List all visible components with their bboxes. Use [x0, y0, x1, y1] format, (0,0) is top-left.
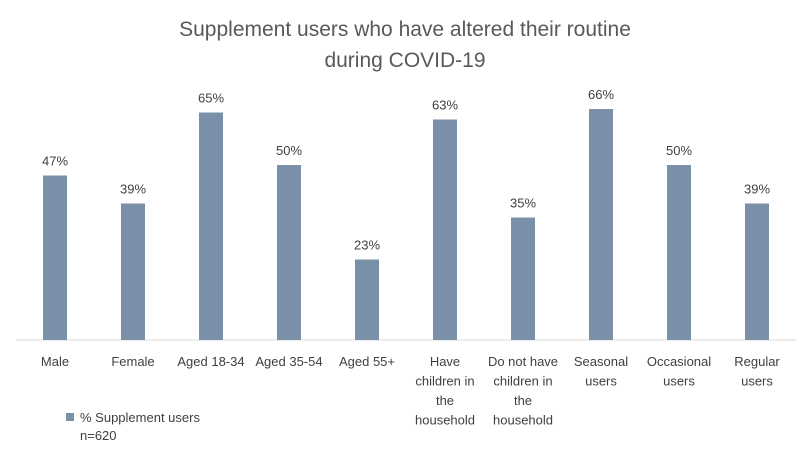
data-label: 39% — [120, 182, 146, 197]
data-label: 50% — [666, 143, 692, 158]
bars — [43, 109, 769, 340]
category-label-line: users — [585, 374, 617, 389]
category-label: Regular users — [734, 354, 780, 389]
category-label-line: Occasional — [647, 354, 711, 369]
bar — [121, 203, 145, 340]
bar — [511, 217, 535, 340]
bar — [589, 109, 613, 340]
category-label-line: Seasonal — [574, 354, 628, 369]
category-label: Occasional users — [647, 354, 711, 389]
legend-swatch — [66, 413, 74, 421]
bar — [355, 259, 379, 340]
category-label-line: Regular — [734, 354, 780, 369]
category-label-line: Do not have — [488, 354, 558, 369]
category-label-line: Have — [430, 354, 460, 369]
data-label: 50% — [276, 143, 302, 158]
category-label-line: Aged 35-54 — [255, 354, 322, 369]
bar — [199, 112, 223, 340]
category-label: Aged 35-54 — [255, 354, 322, 369]
data-label: 35% — [510, 196, 536, 211]
category-label-line: children in — [493, 374, 552, 389]
bar — [277, 165, 301, 340]
category-label-line: household — [415, 413, 475, 428]
category-label-line: children in — [415, 374, 474, 389]
legend-label: % Supplement users n=620 — [80, 410, 200, 443]
bar — [745, 203, 769, 340]
chart-title: Supplement users who have altered their … — [0, 14, 810, 76]
data-label: 66% — [588, 87, 614, 102]
category-label: Seasonal users — [574, 354, 628, 389]
data-label: 65% — [198, 91, 224, 106]
data-label: 39% — [744, 182, 770, 197]
category-label: Male — [41, 354, 69, 369]
category-label-line: the — [514, 393, 532, 408]
category-label-line: users — [741, 374, 773, 389]
bar — [433, 119, 457, 340]
category-label: Female — [111, 354, 154, 369]
category-labels: Male Female Aged 18-34 Aged 35-54 Aged 55+ Ha… — [41, 354, 781, 428]
category-label-line: Male — [41, 354, 69, 369]
category-label-line: Aged 55+ — [339, 354, 395, 369]
category-label: Do not have children in the household — [488, 354, 558, 428]
chart-title-line-1: Supplement users who have altered their … — [179, 18, 631, 41]
category-label: Aged 18-34 — [177, 354, 244, 369]
category-label-line: Aged 18-34 — [177, 354, 244, 369]
category-label-line: the — [436, 393, 454, 408]
bar — [667, 165, 691, 340]
chart-title-line-2: during COVID-19 — [324, 49, 486, 72]
data-label: 47% — [42, 154, 68, 169]
category-label-line: Female — [111, 354, 154, 369]
data-label: 23% — [354, 238, 380, 253]
category-label: Have children in the household — [415, 354, 475, 428]
category-label-line: household — [493, 413, 553, 428]
bar — [43, 175, 67, 340]
data-labels: 47% 39% 65% 50% 23% 63% 35% 66% 50% 39% — [42, 87, 770, 253]
category-label: Aged 55+ — [339, 354, 395, 369]
data-label: 63% — [432, 98, 458, 113]
legend: % Supplement users n=620 — [66, 409, 230, 445]
category-label-line: users — [663, 374, 695, 389]
